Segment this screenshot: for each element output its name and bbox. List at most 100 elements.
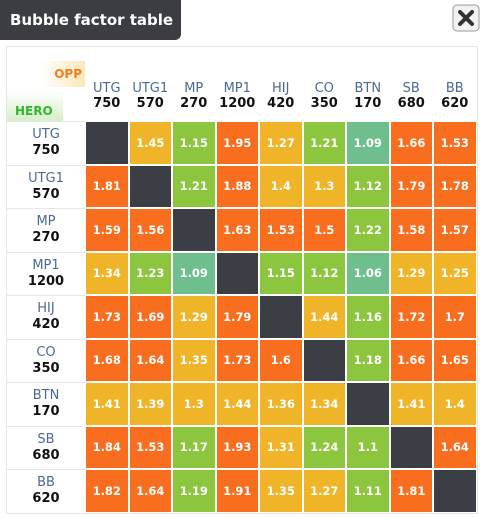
value-cell: 1.53: [128, 425, 172, 469]
value-cell: 1.79: [389, 164, 433, 208]
value-cell: 1.35: [259, 469, 303, 513]
value-cell: 1.53: [433, 121, 477, 165]
value-cell: 1.64: [128, 338, 172, 382]
value-cell: 1.36: [259, 382, 303, 426]
empty-cell: [85, 121, 129, 165]
value-cell: 1.16: [346, 295, 390, 339]
value-cell: 1.09: [172, 251, 216, 295]
value-cell: 1.3: [172, 382, 216, 426]
row-stack: 170: [32, 404, 60, 420]
opp-label: OPP: [41, 61, 85, 87]
value-cell: 1.66: [389, 121, 433, 165]
value-cell: 1.31: [259, 425, 303, 469]
corner: OPP HERO: [7, 47, 85, 121]
value-cell: 1.45: [128, 121, 172, 165]
value-cell: 1.72: [389, 295, 433, 339]
value-cell: 1.12: [302, 251, 346, 295]
value-cell: 1.5: [302, 208, 346, 252]
value-cell: 1.21: [302, 121, 346, 165]
value-cell: 1.06: [346, 251, 390, 295]
value-cell: 1.44: [215, 382, 259, 426]
column-name: SB: [402, 81, 420, 96]
column-stack: 1200: [219, 96, 256, 111]
value-cell: 1.29: [172, 295, 216, 339]
column-name: MP: [184, 81, 204, 96]
row-header: BB 620: [7, 469, 85, 513]
row-header: BTN 170: [7, 382, 85, 426]
row-stack: 1200: [27, 273, 65, 289]
column-stack: 170: [354, 96, 382, 111]
column-stack: 350: [310, 96, 338, 111]
value-cell: 1.21: [172, 164, 216, 208]
row-name: HIJ: [37, 301, 55, 317]
row-header: UTG1 570: [7, 164, 85, 208]
row-header: UTG 750: [7, 121, 85, 165]
value-cell: 1.44: [302, 295, 346, 339]
value-cell: 1.59: [85, 208, 129, 252]
column-name: HIJ: [272, 81, 290, 96]
bubble-table: OPP HERO UTG 750 UTG1 570 MP 270 MP1 1200 HIJ 420…: [6, 46, 478, 514]
value-cell: 1.34: [85, 251, 129, 295]
empty-cell: [172, 208, 216, 252]
row-header: MP 270: [7, 208, 85, 252]
value-cell: 1.93: [215, 425, 259, 469]
value-cell: 1.73: [85, 295, 129, 339]
column-header: UTG 750: [85, 47, 129, 121]
value-cell: 1.65: [433, 338, 477, 382]
row-stack: 680: [32, 447, 60, 463]
value-cell: 1.22: [346, 208, 390, 252]
empty-cell: [128, 164, 172, 208]
empty-cell: [433, 469, 477, 513]
value-cell: 1.1: [346, 425, 390, 469]
column-stack: 270: [180, 96, 208, 111]
row-header: SB 680: [7, 425, 85, 469]
value-cell: 1.35: [172, 338, 216, 382]
value-cell: 1.53: [259, 208, 303, 252]
value-cell: 1.56: [128, 208, 172, 252]
value-cell: 1.39: [128, 382, 172, 426]
value-cell: 1.84: [85, 425, 129, 469]
row-header: MP1 1200: [7, 251, 85, 295]
column-name: UTG1: [132, 81, 169, 96]
value-cell: 1.91: [215, 469, 259, 513]
value-cell: 1.41: [85, 382, 129, 426]
value-cell: 1.66: [389, 338, 433, 382]
value-cell: 1.64: [128, 469, 172, 513]
row-stack: 570: [32, 186, 60, 202]
column-stack: 420: [267, 96, 295, 111]
column-stack: 750: [93, 96, 121, 111]
row-stack: 270: [32, 230, 60, 246]
hero-label: HERO: [7, 91, 63, 121]
value-cell: 1.95: [215, 121, 259, 165]
row-header: CO 350: [7, 338, 85, 382]
value-cell: 1.12: [346, 164, 390, 208]
row-name: MP1: [32, 257, 60, 273]
row-stack: 750: [32, 143, 60, 159]
value-cell: 1.64: [433, 425, 477, 469]
value-cell: 1.3: [302, 164, 346, 208]
column-name: UTG: [92, 81, 121, 96]
value-cell: 1.24: [302, 425, 346, 469]
row-name: BB: [37, 475, 55, 491]
value-cell: 1.18: [346, 338, 390, 382]
row-name: CO: [36, 344, 56, 360]
empty-cell: [389, 425, 433, 469]
value-cell: 1.69: [128, 295, 172, 339]
value-cell: 1.41: [389, 382, 433, 426]
close-button[interactable]: [452, 4, 480, 32]
value-cell: 1.4: [433, 382, 477, 426]
column-stack: 680: [397, 96, 425, 111]
value-cell: 1.27: [259, 121, 303, 165]
row-stack: 420: [32, 317, 60, 333]
column-header: UTG1 570: [128, 47, 172, 121]
column-stack: 570: [136, 96, 164, 111]
empty-cell: [302, 338, 346, 382]
value-cell: 1.6: [259, 338, 303, 382]
value-cell: 1.78: [433, 164, 477, 208]
column-stack: 620: [441, 96, 469, 111]
empty-cell: [215, 251, 259, 295]
row-name: UTG1: [28, 170, 64, 186]
value-cell: 1.27: [302, 469, 346, 513]
column-name: MP1: [223, 81, 251, 96]
